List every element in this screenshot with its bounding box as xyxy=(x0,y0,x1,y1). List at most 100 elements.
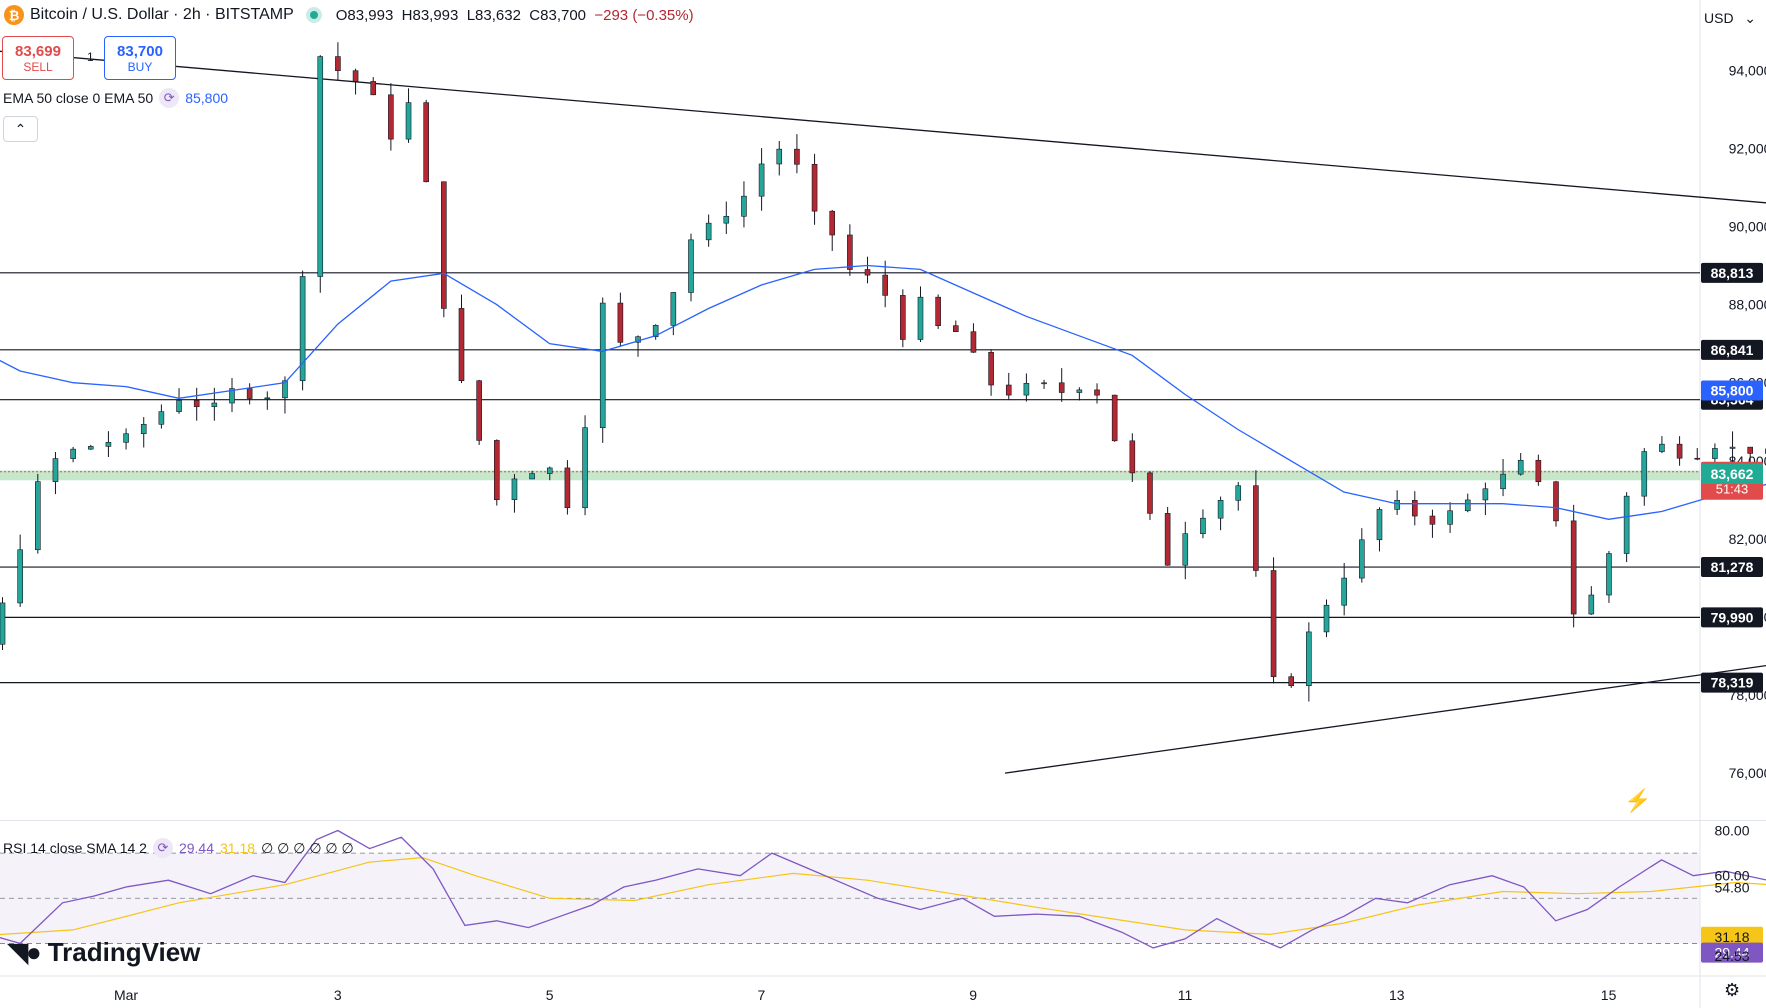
candle-body xyxy=(1570,520,1577,615)
price-tick-label: 94,000 xyxy=(1729,62,1766,78)
buy-button[interactable]: 83,700 BUY xyxy=(104,36,176,80)
ema-legend[interactable]: EMA 50 close 0 EMA 50 ⟳ 85,800 xyxy=(3,88,228,108)
collapse-legend-button[interactable]: ⌃ xyxy=(3,116,38,142)
time-tick-label: 15 xyxy=(1601,987,1617,1003)
sell-label: SELL xyxy=(23,59,53,74)
time-tick-label: 5 xyxy=(546,987,554,1003)
candle-body xyxy=(282,380,288,399)
rsi-tick-label: 80.00 xyxy=(1714,823,1749,839)
candle-body xyxy=(493,440,500,501)
market-open-status-icon xyxy=(305,7,322,23)
candle-body xyxy=(1500,473,1506,490)
candle-body xyxy=(670,292,677,326)
candle-body xyxy=(35,481,41,551)
candle-body xyxy=(1394,500,1400,510)
candle-body xyxy=(564,467,571,509)
candle-body xyxy=(1164,513,1171,566)
lightning-icon[interactable]: ⚡ xyxy=(1624,788,1652,813)
ohlc-values: O83,993 H83,993 L83,632 C83,700 −293 (−0… xyxy=(336,7,694,24)
candle-body xyxy=(405,102,412,140)
ohlc-change: −293 (−0.35%) xyxy=(594,6,694,24)
candle-body xyxy=(529,473,535,480)
candle-body xyxy=(1147,472,1153,514)
currency-selector[interactable]: USD ⌄ xyxy=(1700,6,1760,30)
candle-body xyxy=(1447,510,1453,525)
sell-button[interactable]: 83,699 SELL xyxy=(2,36,74,80)
candle-body xyxy=(87,446,94,450)
candle-body xyxy=(617,302,624,343)
ohlc-open: O83,993 xyxy=(335,6,394,24)
price-tag xyxy=(1701,463,1763,484)
level-price-label: 88,813 xyxy=(1711,265,1754,281)
spread-value: 1 xyxy=(87,50,94,64)
rsi-tick-label: 24.53 xyxy=(1714,948,1749,964)
candle-body xyxy=(652,325,659,338)
candle-body xyxy=(1111,394,1118,442)
candle-body xyxy=(1712,448,1718,459)
trendline xyxy=(1004,664,1766,774)
candle-body xyxy=(1129,440,1136,474)
candle-body xyxy=(158,411,165,425)
candle-body xyxy=(935,296,941,326)
rsi-legend-extra: ∅ ∅ ∅ ∅ ∅ ∅ xyxy=(261,839,354,856)
rsi-legend-text: RSI 14 close SMA 14 2 xyxy=(3,840,147,856)
price-tick-label: 88,000 xyxy=(1729,297,1766,313)
buy-price: 83,700 xyxy=(117,42,163,60)
candle-body xyxy=(1676,443,1683,459)
candle-body xyxy=(1464,499,1471,512)
candle-body xyxy=(1341,577,1347,606)
ema50-line xyxy=(0,264,1766,520)
support-zone xyxy=(0,470,1700,481)
candle-body xyxy=(952,325,959,332)
candle-body xyxy=(1641,451,1648,497)
settings-gear-icon[interactable]: ⚙ xyxy=(1724,980,1741,1000)
candle-body xyxy=(1235,485,1242,501)
candle-body xyxy=(264,397,271,400)
buy-label: BUY xyxy=(127,59,153,74)
symbol-title[interactable]: Bitcoin / U.S. Dollar · 2h · BITSTAMP xyxy=(30,6,294,23)
candle-body xyxy=(52,458,59,482)
refresh-icon[interactable]: ⟳ xyxy=(159,88,180,108)
tradingview-logo: ◥● TradingView xyxy=(8,937,200,968)
candle-body xyxy=(1623,495,1630,554)
rsi-tick-label: 29.44 xyxy=(1714,945,1749,961)
rsi-value-tag xyxy=(1701,942,1763,963)
candle-body xyxy=(370,81,377,96)
chevron-down-icon: ⌄ xyxy=(1744,9,1756,26)
candle-body xyxy=(0,602,6,645)
candle-body xyxy=(829,210,836,236)
time-tick-label: 7 xyxy=(758,987,766,1003)
rsi-value-tag xyxy=(1701,926,1763,947)
level-price-tag xyxy=(1701,607,1763,628)
rsi-legend[interactable]: RSI 14 close SMA 14 2 ⟳ 29.44 31.18 ∅ ∅ … xyxy=(3,838,354,858)
candle-body xyxy=(458,308,465,382)
rsi-tick-label: 60.00 xyxy=(1714,868,1749,884)
level-price-label: 86,841 xyxy=(1711,342,1754,358)
candle-body xyxy=(388,94,394,140)
candle-body xyxy=(882,274,888,296)
level-price-tag xyxy=(1701,339,1763,360)
tradingview-mark-icon: ◥● xyxy=(8,937,42,967)
candle-body xyxy=(476,380,482,441)
candle-body xyxy=(1411,500,1418,517)
time-tick-label: 11 xyxy=(1178,987,1193,1003)
candle-body xyxy=(1359,539,1365,579)
candle-body xyxy=(1094,389,1100,396)
candle-body xyxy=(741,195,747,217)
refresh-icon[interactable]: ⟳ xyxy=(152,838,173,858)
candle-body xyxy=(17,549,23,604)
candle-body xyxy=(864,269,871,276)
candle-body xyxy=(1376,509,1383,541)
rsi-sma-line xyxy=(0,856,1766,936)
candle-body xyxy=(423,102,429,183)
candle-body xyxy=(582,427,588,509)
candle-body xyxy=(776,148,783,165)
candle-body xyxy=(352,70,359,82)
sell-price: 83,699 xyxy=(15,42,61,60)
candle-body xyxy=(1482,488,1489,501)
candle-body xyxy=(246,388,253,399)
bitcoin-logo-icon: ₿ xyxy=(4,5,24,25)
candle-body xyxy=(70,448,76,459)
candle-body xyxy=(1306,631,1312,687)
